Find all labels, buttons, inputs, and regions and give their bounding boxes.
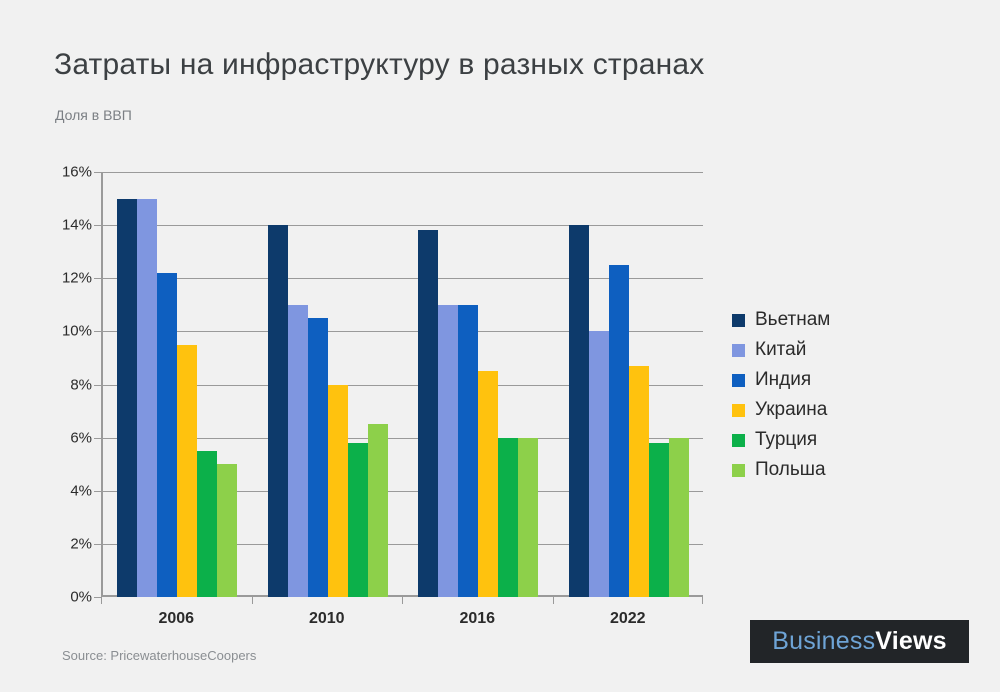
- legend-swatch-icon: [732, 463, 745, 477]
- y-tick-mark: [94, 437, 101, 439]
- chart-title: Затраты на инфраструктуру в разных стран…: [54, 48, 705, 81]
- legend-label: Индия: [755, 369, 812, 390]
- legend-label: Вьетнам: [755, 309, 831, 330]
- legend-swatch-icon: [732, 343, 745, 357]
- x-tick-mark: [552, 597, 554, 604]
- legend-item-Польша[interactable]: Польша: [732, 455, 830, 485]
- y-tick-mark: [94, 225, 101, 227]
- logo-text-views: Views: [875, 627, 947, 655]
- bar[interactable]: [307, 318, 328, 597]
- legend-swatch-icon: [732, 373, 745, 387]
- y-tick-label: 8%: [70, 376, 92, 393]
- logo-text-business: Business: [772, 627, 876, 655]
- bar[interactable]: [347, 442, 368, 597]
- bar[interactable]: [267, 225, 288, 597]
- x-tick-label: 2022: [609, 610, 646, 627]
- chart-subtitle: Доля в ВВП: [55, 107, 132, 123]
- y-tick-label: 4%: [70, 482, 92, 500]
- bar[interactable]: [478, 371, 498, 597]
- legend-item-Турция[interactable]: Турция: [732, 425, 830, 455]
- bar[interactable]: [157, 272, 177, 597]
- x-tick-label: 2006: [158, 610, 195, 627]
- x-tick-2016: 2016: [402, 597, 553, 631]
- y-tick-label: 14%: [61, 216, 92, 234]
- y-tick-label: 10%: [61, 322, 92, 340]
- x-tick-mark: [101, 597, 102, 604]
- bar-group-2010: [252, 172, 403, 597]
- gridline: [101, 172, 703, 173]
- gridline: [101, 331, 703, 333]
- bar[interactable]: [628, 365, 649, 597]
- gridline: [101, 490, 703, 492]
- legend-item-Китай[interactable]: Китай: [732, 335, 830, 365]
- source-note: Source: PricewaterhouseCoopers: [62, 648, 257, 663]
- legend-item-Вьетнам[interactable]: Вьетнам: [732, 305, 830, 335]
- legend-label: Китай: [755, 339, 807, 360]
- gridline: [101, 278, 703, 280]
- y-tick-mark: [94, 384, 101, 386]
- bar[interactable]: [588, 331, 609, 597]
- y-tick-label: 12%: [61, 269, 92, 287]
- x-tick-2010: 2010: [251, 597, 403, 631]
- legend-item-Украина[interactable]: Украина: [732, 395, 830, 425]
- chart-legend: Вьетнам Китай Индия Украина Турция Польша: [732, 305, 830, 485]
- y-tick-mark: [94, 597, 101, 598]
- y-tick-label: 6%: [70, 429, 92, 447]
- y-tick-mark: [94, 331, 101, 333]
- legend-item-Индия[interactable]: Индия: [732, 365, 830, 395]
- bar[interactable]: [438, 304, 458, 597]
- plot-area: [94, 172, 703, 598]
- x-tick-2022: 2022: [552, 597, 703, 631]
- bar[interactable]: [648, 442, 669, 597]
- legend-swatch-icon: [732, 433, 745, 447]
- bar[interactable]: [137, 198, 157, 597]
- x-axis: 2006 2010 2016 2022: [101, 597, 703, 631]
- legend-swatch-icon: [732, 313, 745, 327]
- legend-label: Польша: [755, 459, 826, 480]
- gridline: [101, 225, 703, 227]
- x-tick-label: 2010: [308, 610, 345, 627]
- gridline: [101, 437, 703, 439]
- x-tick-mark: [251, 597, 253, 604]
- y-tick-mark: [94, 278, 101, 280]
- bar[interactable]: [498, 437, 518, 597]
- bar[interactable]: [418, 230, 438, 597]
- bar[interactable]: [367, 424, 388, 597]
- y-tick-mark: [94, 543, 101, 545]
- legend-label: Турция: [755, 429, 818, 450]
- businessviews-logo: Business Views: [750, 620, 969, 663]
- gridline: [101, 543, 703, 545]
- bar[interactable]: [568, 225, 589, 597]
- bar[interactable]: [177, 344, 197, 597]
- bar[interactable]: [287, 304, 308, 597]
- y-tick-label: 16%: [61, 163, 92, 181]
- x-tick-2006: 2006: [101, 597, 252, 631]
- gridline: [101, 384, 703, 386]
- x-tick-mark: [402, 597, 403, 604]
- bar[interactable]: [668, 437, 689, 597]
- x-tick-label: 2016: [459, 610, 496, 627]
- bar[interactable]: [197, 450, 217, 597]
- y-axis-labels: 16% 14% 12% 10% 8% 6% 4% 2% 0%: [40, 164, 92, 606]
- bar[interactable]: [327, 384, 348, 597]
- x-tick-mark: [702, 597, 703, 604]
- legend-swatch-icon: [732, 403, 745, 417]
- bars-layer: [101, 172, 703, 597]
- bar-group-2016: [402, 172, 553, 597]
- bar[interactable]: [458, 304, 478, 597]
- legend-label: Украина: [755, 399, 828, 420]
- y-tick-mark: [94, 172, 101, 173]
- bar-group-2022: [553, 172, 704, 597]
- bar[interactable]: [217, 464, 237, 597]
- bar[interactable]: [518, 437, 538, 597]
- y-tick-label: 0%: [70, 588, 92, 606]
- y-tick-label: 2%: [70, 535, 92, 553]
- bar[interactable]: [608, 264, 629, 597]
- y-tick-mark: [94, 490, 101, 492]
- bar-group-2006: [101, 172, 252, 597]
- bar[interactable]: [117, 198, 137, 597]
